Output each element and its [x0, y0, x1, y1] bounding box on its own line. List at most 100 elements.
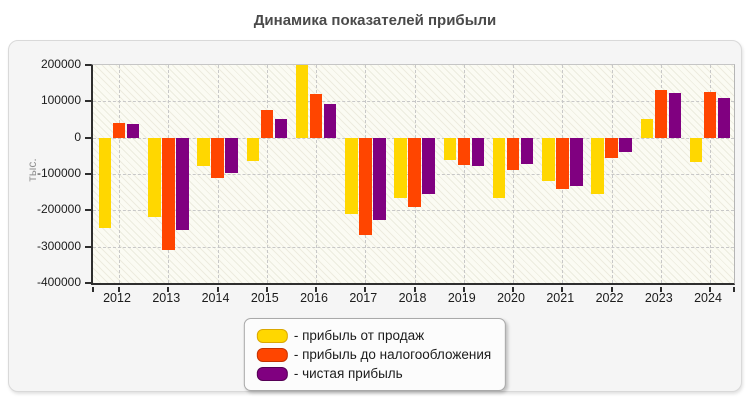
v-gridline	[513, 65, 514, 283]
bar-2017-прибыль до налогообложения	[359, 137, 372, 236]
x-tick-label: 2021	[546, 291, 575, 305]
x-tick-label: 2014	[201, 291, 230, 305]
x-tick-label: 2023	[644, 291, 673, 305]
x-tick	[610, 287, 613, 292]
bar-2022-прибыль до налогообложения	[605, 137, 618, 158]
bar-2020-прибыль от продаж	[492, 137, 506, 198]
bar-2019-чистая прибыль	[471, 137, 484, 166]
bar-2012-чистая прибыль	[126, 123, 140, 138]
bar-2014-прибыль до налогообложения	[211, 137, 224, 179]
legend-label-pretax-profit: - прибыль до налогообложения	[293, 347, 492, 362]
bar-2024-прибыль до налогообложения	[703, 92, 717, 138]
v-gridline	[119, 65, 120, 283]
y-tick-label: 100000	[40, 93, 81, 108]
bar-2015-прибыль от продаж	[246, 137, 259, 161]
bar-2020-прибыль до налогообложения	[506, 137, 520, 171]
y-tick-label: -400000	[36, 275, 81, 289]
legend-label-net-profit: - чистая прибыль	[293, 366, 403, 381]
bar-2018-прибыль до налогообложения	[408, 137, 421, 208]
x-tick	[167, 287, 170, 292]
bar-2013-чистая прибыль	[176, 137, 189, 231]
plot-area	[85, 64, 735, 292]
x-tick-label: 2012	[103, 291, 131, 305]
v-gridline	[463, 65, 465, 283]
y-tick	[85, 173, 91, 175]
legend-item-net-profit: - чистая прибыль	[256, 364, 491, 383]
x-tick-label: 2022	[595, 291, 624, 305]
x-tick	[462, 287, 465, 292]
chart-title: Динамика показателей прибыли	[253, 12, 497, 29]
v-gridline	[316, 65, 317, 283]
bar-2016-прибыль до налогообложения	[309, 94, 323, 138]
bar-2020-чистая прибыль	[520, 137, 534, 164]
x-tick	[709, 287, 711, 292]
y-tick	[85, 64, 91, 66]
chart-panel: тыс. - прибыль от продаж - прибыль до на…	[8, 40, 742, 392]
v-gridline	[266, 65, 268, 283]
x-tick-label: 2013	[152, 291, 181, 305]
v-gridline	[611, 65, 613, 283]
x-tick	[413, 287, 416, 292]
x-tick-label: 2017	[349, 291, 378, 305]
bar-2014-чистая прибыль	[225, 137, 238, 174]
x-tick	[315, 287, 317, 292]
v-gridline	[660, 65, 662, 283]
bar-2021-прибыль до налогообложения	[556, 137, 569, 189]
legend-swatch-pretax-profit	[256, 347, 288, 362]
x-tick	[512, 287, 514, 292]
bar-2022-чистая прибыль	[619, 137, 632, 153]
bar-2023-прибыль от продаж	[640, 118, 653, 138]
legend-item-pretax-profit: - прибыль до налогообложения	[256, 345, 492, 364]
h-gridline	[93, 246, 734, 248]
bar-2019-прибыль до налогообложения	[457, 137, 470, 165]
y-tick-label: 0	[74, 129, 81, 144]
bar-2013-прибыль до налогообложения	[162, 137, 175, 251]
bar-2019-прибыль от продаж	[443, 137, 456, 161]
y-tick	[85, 209, 91, 212]
legend: - прибыль от продаж - прибыль до налогоо…	[243, 318, 507, 391]
bar-2017-прибыль от продаж	[345, 137, 358, 214]
bar-2024-чистая прибыль	[717, 98, 731, 138]
v-gridline	[710, 65, 711, 283]
bar-2012-прибыль до налогообложения	[112, 123, 126, 138]
legend-swatch-net-profit	[256, 366, 288, 381]
y-tick-label: -200000	[36, 202, 81, 217]
bar-2012-прибыль от продаж	[98, 137, 112, 229]
bar-2022-прибыль от продаж	[591, 137, 604, 194]
bar-2016-прибыль от продаж	[295, 65, 309, 138]
bar-2015-прибыль до налогообложения	[260, 110, 273, 138]
bar-2014-прибыль от продаж	[197, 137, 210, 166]
x-tick	[216, 287, 219, 292]
x-axis-end-tick	[92, 287, 94, 292]
y-tick	[85, 282, 91, 284]
bar-2015-чистая прибыль	[274, 118, 287, 138]
bar-2013-прибыль от продаж	[148, 137, 161, 217]
x-tick-label: 2016	[300, 291, 328, 305]
x-tick-label: 2018	[398, 291, 427, 305]
x-tick-label: 2024	[694, 291, 722, 305]
x-tick-label: 2019	[447, 291, 476, 305]
bar-2023-прибыль до налогообложения	[654, 90, 667, 138]
bar-2018-прибыль от продаж	[394, 137, 407, 198]
y-tick	[85, 136, 91, 139]
y-tick-label: -100000	[36, 166, 81, 180]
bar-2021-прибыль от продаж	[542, 137, 555, 182]
x-tick	[118, 287, 120, 292]
bar-2021-чистая прибыль	[570, 137, 583, 186]
legend-label-sales: - прибыль от продаж	[293, 328, 425, 343]
legend-item-sales: - прибыль от продаж	[256, 326, 491, 345]
bar-2017-чистая прибыль	[373, 137, 386, 221]
x-tick	[364, 287, 367, 292]
h-gridline	[93, 101, 734, 103]
y-tick	[85, 245, 91, 248]
y-tick	[85, 100, 91, 103]
bar-2018-чистая прибыль	[422, 137, 435, 194]
bar-2023-чистая прибыль	[668, 93, 681, 138]
x-axis-end-tick	[733, 287, 735, 292]
x-tick	[659, 287, 662, 292]
x-tick	[265, 287, 268, 292]
x-tick-label: 2020	[497, 291, 525, 305]
x-tick	[561, 287, 564, 292]
bar-2016-чистая прибыль	[323, 104, 337, 138]
